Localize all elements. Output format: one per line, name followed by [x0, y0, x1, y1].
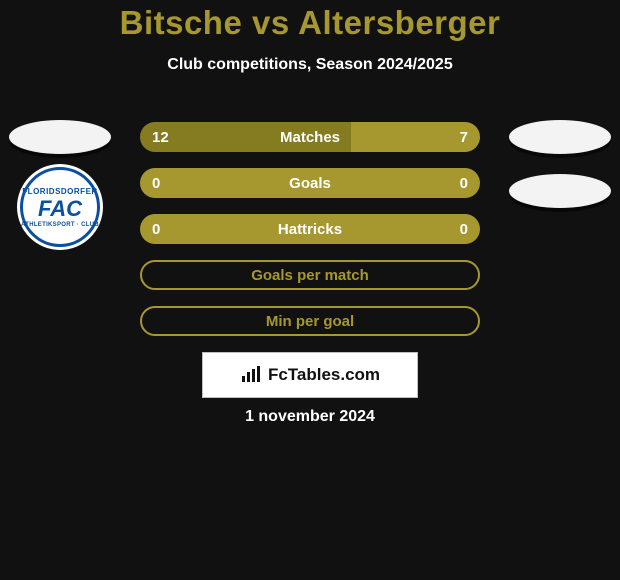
left-club-badge: FLORIDSDORFER FAC ATHLETIKSPORT · CLUB: [17, 164, 103, 250]
stat-right-value: 7: [351, 122, 480, 152]
watermark-badge: FcTables.com: [202, 352, 418, 398]
right-player-column: [500, 120, 620, 208]
subtitle: Club competitions, Season 2024/2025: [0, 56, 620, 74]
badge-center-text: FAC: [38, 196, 82, 222]
stat-bars-container: 12 7 Matches 0 0 Goals 0 0 Hattricks Goa…: [140, 122, 480, 352]
bar-chart-icon: [240, 366, 262, 384]
left-player-column: FLORIDSDORFER FAC ATHLETIKSPORT · CLUB: [0, 120, 120, 250]
stat-left-value: 0: [140, 214, 310, 244]
badge-top-text: FLORIDSDORFER: [22, 187, 97, 196]
right-secondary-marker: [509, 174, 611, 208]
stat-bar-goals: 0 0 Goals: [140, 168, 480, 198]
stat-right-value: 0: [310, 214, 480, 244]
stat-left-value: 12: [140, 122, 351, 152]
stat-bar-min-per-goal: Min per goal: [140, 306, 480, 336]
stat-bar-matches: 12 7 Matches: [140, 122, 480, 152]
footer-date: 1 november 2024: [0, 408, 620, 426]
badge-bottom-text: ATHLETIKSPORT · CLUB: [21, 222, 99, 228]
stat-left-value: 0: [140, 168, 310, 198]
right-player-marker: [509, 120, 611, 154]
left-player-marker: [9, 120, 111, 154]
stat-bar-goals-per-match: Goals per match: [140, 260, 480, 290]
watermark-text: FcTables.com: [268, 365, 380, 385]
page-title: Bitsche vs Altersberger: [0, 0, 620, 42]
stat-bar-hattricks: 0 0 Hattricks: [140, 214, 480, 244]
stat-right-value: 0: [310, 168, 480, 198]
